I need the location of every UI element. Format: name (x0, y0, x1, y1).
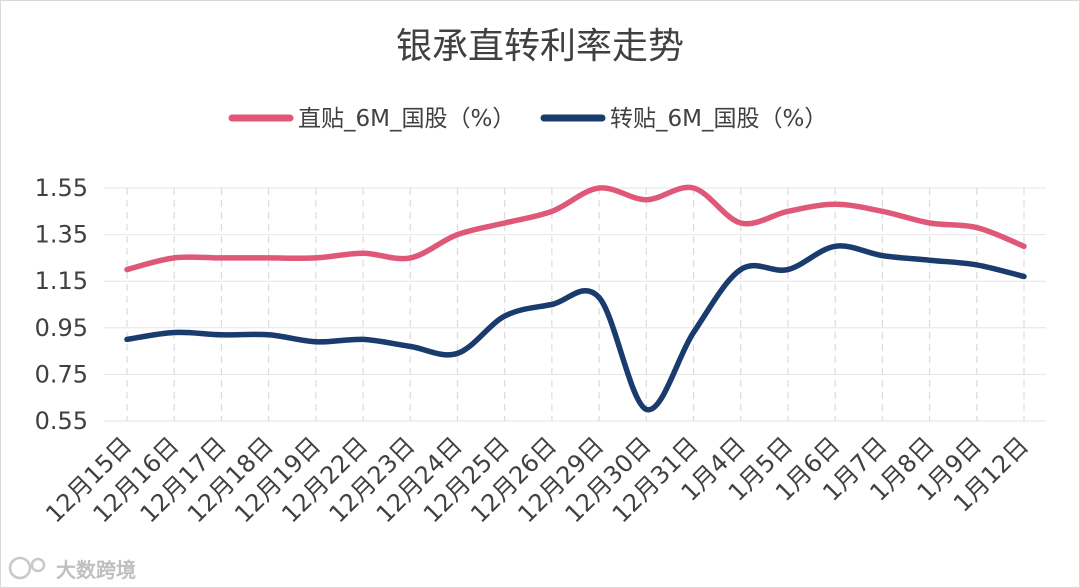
y-tick-label: 1.15 (35, 267, 88, 295)
data-point (927, 220, 933, 226)
data-point (454, 232, 460, 238)
data-point (691, 329, 697, 335)
grid (104, 187, 1046, 422)
data-point (691, 185, 697, 191)
data-point (407, 255, 413, 261)
data-point (738, 267, 744, 273)
data-point (1021, 243, 1027, 249)
y-tick-label: 0.95 (35, 314, 88, 342)
data-point (974, 262, 980, 268)
data-point (785, 208, 791, 214)
y-tick-label: 1.55 (35, 174, 88, 202)
data-point (596, 185, 602, 191)
data-point (643, 406, 649, 412)
series-line-discount (124, 184, 1027, 273)
data-point (502, 313, 508, 319)
data-point (124, 267, 130, 273)
data-point (643, 197, 649, 203)
data-point (266, 255, 272, 261)
y-tick-label: 1.35 (35, 221, 88, 249)
data-point (124, 336, 130, 342)
logo-icon (8, 556, 46, 580)
legend: 直贴_6M_国股（%） 转贴_6M_国股（%） (228, 106, 827, 132)
legend-label-discount: 直贴_6M_国股（%） (298, 106, 515, 132)
legend-label-rediscount: 转贴_6M_国股（%） (610, 106, 827, 132)
data-point (266, 332, 272, 338)
data-point (879, 253, 885, 259)
data-point (879, 208, 885, 214)
y-axis: 1.55 1.35 1.15 0.95 0.75 0.55 (35, 174, 88, 435)
data-point (832, 201, 838, 207)
data-point (738, 220, 744, 226)
data-point (218, 255, 224, 261)
data-point (313, 339, 319, 345)
series-line-rediscount (124, 243, 1027, 413)
data-point (171, 255, 177, 261)
data-point (360, 250, 366, 256)
y-tick-label: 0.55 (35, 407, 88, 435)
data-point (360, 336, 366, 342)
data-point (832, 243, 838, 249)
x-axis: 12月15日12月16日12月17日12月18日12月19日12月22日12月2… (40, 431, 1034, 528)
watermark-text: 大数跨境 (56, 558, 136, 582)
data-point (785, 267, 791, 273)
data-point (218, 332, 224, 338)
y-tick-label: 0.75 (35, 360, 88, 388)
data-point (549, 208, 555, 214)
data-point (974, 225, 980, 231)
data-point (927, 257, 933, 263)
watermark: 大数跨境 (8, 556, 136, 582)
data-point (1021, 274, 1027, 280)
chart-title: 银承直转利率走势 (396, 26, 684, 67)
data-point (407, 343, 413, 349)
data-point (171, 329, 177, 335)
data-point (313, 255, 319, 261)
data-point (596, 295, 602, 301)
data-point (502, 220, 508, 226)
data-point (549, 302, 555, 307)
series-group (124, 184, 1027, 413)
data-point (454, 350, 460, 356)
